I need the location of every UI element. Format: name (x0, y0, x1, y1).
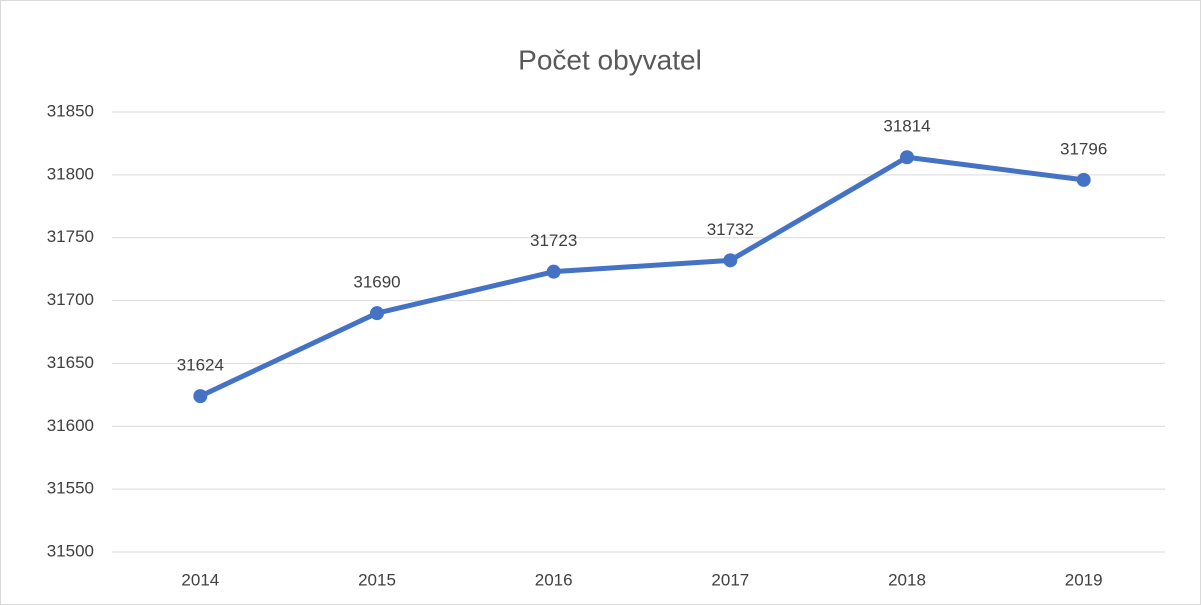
data-label: 31732 (707, 220, 754, 239)
y-tick-label: 31750 (47, 227, 94, 246)
y-tick-label: 31600 (47, 416, 94, 435)
data-label: 31814 (883, 117, 930, 136)
y-tick-label: 31550 (47, 479, 94, 498)
data-point (370, 306, 384, 321)
data-point (546, 264, 561, 279)
data-line (197, 154, 1087, 399)
data-point (723, 253, 738, 268)
data-label: 31723 (530, 231, 577, 250)
y-tick-label: 31800 (47, 164, 94, 183)
x-tick-label: 2017 (711, 570, 749, 589)
data-point (193, 389, 208, 404)
y-tick-label: 31500 (47, 541, 94, 560)
x-tick-label: 2014 (181, 570, 219, 589)
x-tick-label: 2016 (535, 570, 573, 589)
y-tick-label: 31650 (47, 353, 94, 372)
x-tick-label: 2019 (1065, 570, 1103, 589)
y-tick-label: 31850 (47, 101, 94, 120)
data-label: 31690 (353, 273, 400, 292)
data-label: 31796 (1060, 139, 1107, 158)
data-label: 31624 (177, 356, 224, 375)
data-point (1076, 172, 1091, 187)
chart-title: Počet obyvatel (518, 44, 702, 75)
x-tick-label: 2015 (358, 570, 396, 589)
x-tick-label: 2018 (888, 570, 926, 589)
data-point (900, 150, 914, 165)
y-tick-label: 31700 (47, 290, 94, 309)
